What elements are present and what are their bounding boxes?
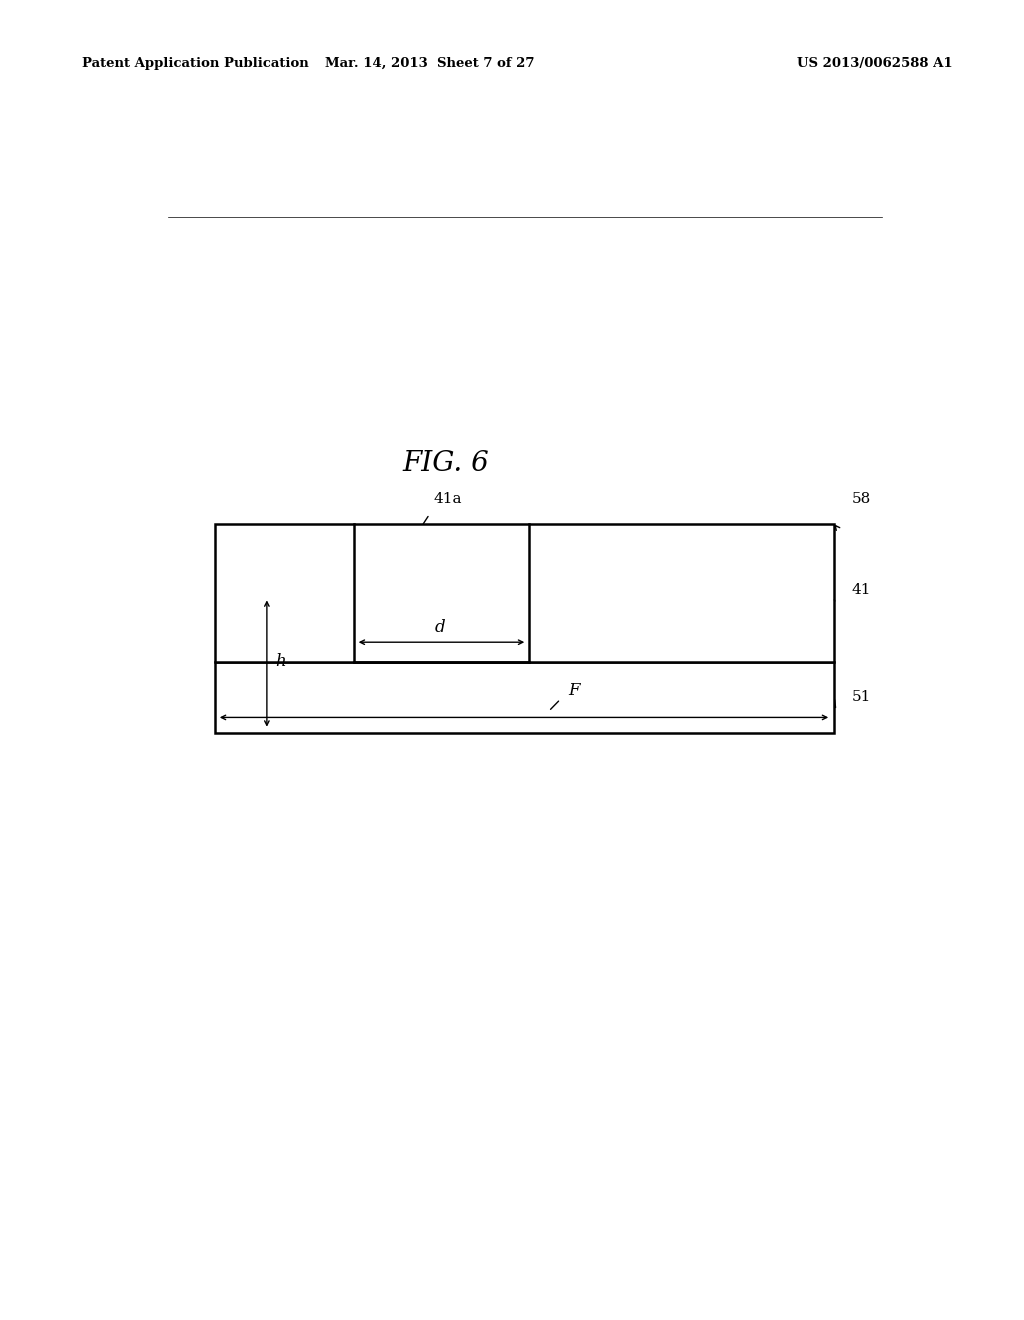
Text: h: h [274, 653, 286, 671]
Text: 58: 58 [852, 492, 871, 506]
Bar [215, 524, 835, 661]
Text: FIG. 6: FIG. 6 [402, 450, 488, 477]
Text: US 2013/0062588 A1: US 2013/0062588 A1 [797, 57, 952, 70]
Text: F: F [568, 682, 580, 700]
Text: 41: 41 [852, 583, 871, 598]
Text: Mar. 14, 2013  Sheet 7 of 27: Mar. 14, 2013 Sheet 7 of 27 [326, 57, 535, 70]
Text: Patent Application Publication: Patent Application Publication [82, 57, 308, 70]
Text: d: d [434, 619, 445, 636]
Text: 41a: 41a [433, 492, 462, 506]
Text: 51: 51 [852, 690, 871, 704]
Bar [215, 661, 835, 733]
